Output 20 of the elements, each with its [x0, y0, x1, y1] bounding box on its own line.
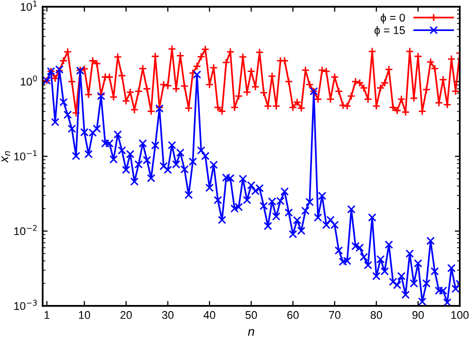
y-tick-label: 10$^{0}$ [20, 75, 37, 86]
x-axis-title: n [248, 329, 254, 336]
x-tick-label: 60 [287, 311, 299, 319]
legend-label: ϕ = 15 [374, 26, 405, 36]
x-tick-label: 40 [204, 311, 216, 319]
x-tick-label: 20 [120, 311, 132, 319]
x-tick-label: 70 [329, 311, 340, 319]
x-tick-label: 10 [79, 311, 90, 319]
x-tick-label: 80 [370, 311, 382, 319]
y-tick-label: 10$^{−3}$ [14, 300, 37, 310]
legend-label: ϕ = 0 [380, 13, 405, 24]
y-axis-title: x$_{n}$ [1, 151, 10, 164]
y-tick-label: 10$^{−2}$ [14, 225, 37, 236]
x-tick-label: 50 [245, 311, 257, 319]
x-tick-label: 30 [162, 311, 174, 319]
x-tick-label: 100 [451, 311, 469, 319]
y-tick-label: 10$^{−1}$ [14, 150, 37, 160]
x-tick-label: 1 [44, 311, 50, 319]
y-tick-label: 10$^{1}$ [20, 0, 37, 11]
x-tick-label: 90 [412, 311, 424, 319]
